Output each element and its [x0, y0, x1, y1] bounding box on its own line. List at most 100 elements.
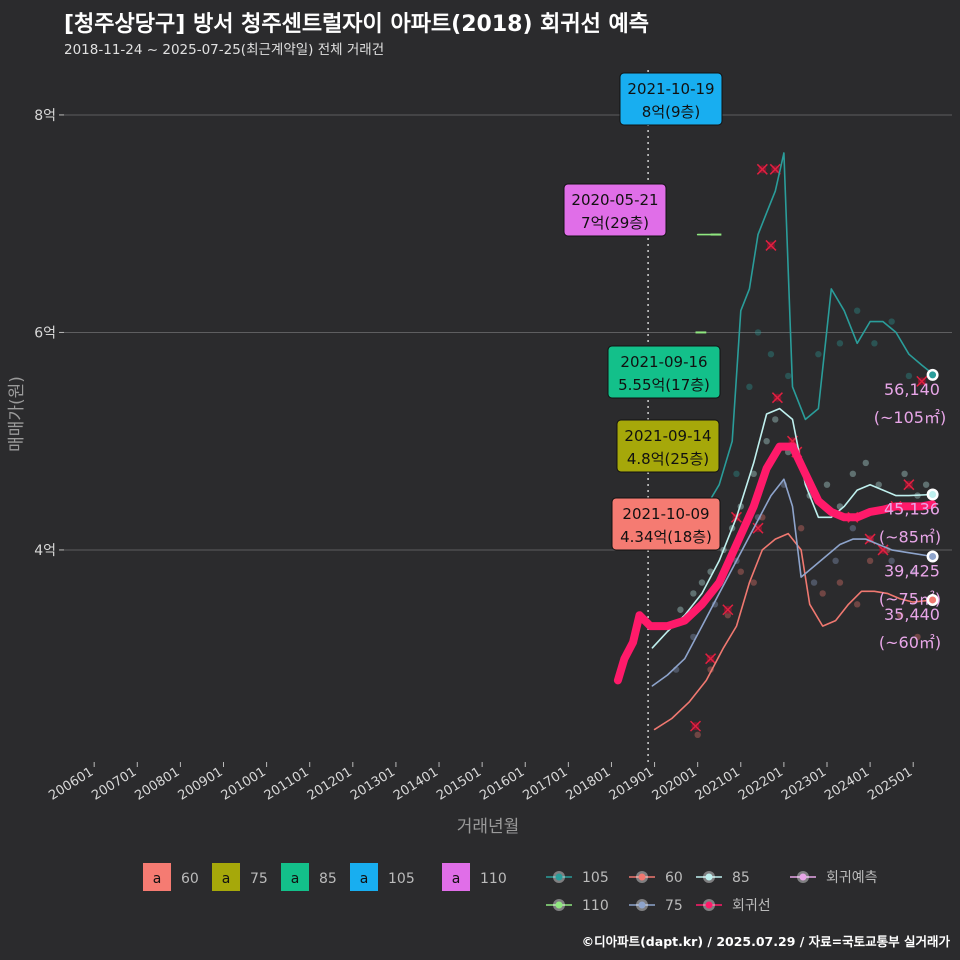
- scatter-point-105: [888, 318, 895, 325]
- scatter-point-105: [746, 383, 753, 391]
- legend-swatch: [143, 863, 171, 891]
- scatter-point-105: [767, 350, 775, 358]
- scatter-point-105: [836, 340, 844, 347]
- cancelled-mark: [771, 392, 783, 404]
- cancelled-cross: [722, 604, 734, 616]
- scatter-point-60: [897, 611, 904, 619]
- cancelled-cross: [705, 653, 717, 665]
- legend-marker: [638, 901, 646, 909]
- cancelled-mark: [756, 163, 768, 175]
- scatter-point-75: [810, 579, 818, 586]
- x-tick-label: 202301: [779, 765, 829, 804]
- annotation-price: 4.34억(18층): [620, 528, 712, 546]
- cancelled-cross: [877, 544, 889, 556]
- legend-label: 105: [388, 871, 415, 887]
- x-tick-label: 200701: [89, 765, 139, 804]
- legend-swatch: [442, 863, 470, 891]
- annotation-box: [563, 183, 667, 237]
- chart-subtitle: 2018-11-24 ~ 2025-07-25(최근계약일) 전체 거래건: [64, 42, 385, 58]
- scatter-point-105: [754, 329, 762, 336]
- scatter-point-85: [750, 470, 757, 478]
- scatter-point-105: [871, 340, 878, 347]
- cancelled-mark: [916, 375, 928, 387]
- annotation-2020-05-21: 2020-05-21 7억(29층): [563, 183, 667, 237]
- legend-glyph: a: [153, 871, 162, 887]
- annotation-date: 2021-10-19: [627, 80, 714, 98]
- legend-glyph: a: [222, 871, 231, 887]
- legend-marker: [799, 873, 807, 881]
- scatter-point-60: [750, 579, 757, 586]
- series-line-105: [692, 152, 934, 519]
- annotation-2021-09-16: 2021-09-16 5.55억(17층): [607, 345, 721, 399]
- legend-label: 75: [665, 898, 683, 914]
- x-tick-label: 202201: [736, 765, 786, 804]
- x-tick-label: 202101: [693, 765, 743, 804]
- x-tick-label: 201501: [434, 765, 484, 804]
- annotation-box: [616, 419, 720, 473]
- x-tick-label: 201101: [262, 765, 312, 804]
- footer-credit: ©디아파트(dapt.kr) / 2025.07.29 / 자료=국토교통부 실…: [581, 934, 950, 949]
- legend-label: 60: [665, 870, 683, 886]
- forecast-marker-60: [929, 596, 937, 604]
- scatter-point-75: [910, 568, 917, 575]
- scatter-point-85: [849, 470, 857, 478]
- forecast-area-label: (~75㎡): [879, 589, 941, 608]
- x-tick-label: 202501: [865, 765, 915, 804]
- scatter-point-60: [866, 557, 874, 565]
- x-tick-label: 201701: [520, 765, 570, 804]
- legend-label: 110: [582, 898, 609, 914]
- cancelled-cross: [756, 163, 768, 175]
- legend-right-item-110: 110: [546, 898, 609, 914]
- scatter-point-75: [888, 557, 895, 565]
- scatter-point-85: [677, 606, 684, 613]
- cancelled-mark: [769, 163, 781, 175]
- scatter-point-105: [784, 372, 792, 380]
- legend-marker: [638, 873, 646, 881]
- annotation-date: 2021-09-16: [620, 353, 707, 371]
- annotation-2021-09-14: 2021-09-14 4.8억(25층): [616, 419, 720, 473]
- legend-glyph: a: [291, 871, 300, 887]
- scatter-point-85: [698, 579, 706, 586]
- forecast-value-label: 39,425: [884, 561, 940, 580]
- annotation-2021-10-19: 2021-10-19 8억(9층): [619, 72, 723, 126]
- y-tick-label: 6억: [34, 325, 56, 341]
- scatter-point-105: [815, 350, 822, 358]
- scatter-point-75: [832, 557, 839, 565]
- x-tick-label: 200801: [132, 765, 182, 804]
- cancelled-cross: [765, 239, 777, 251]
- cancelled-cross: [903, 479, 915, 491]
- x-tick-label: 201901: [607, 765, 657, 804]
- forecast-value-label: 35,440: [884, 605, 940, 624]
- legend-label: 85: [319, 871, 337, 887]
- forecast-area-label: (~60㎡): [879, 633, 941, 652]
- legend-marker: [705, 901, 713, 909]
- forecast-area-label: (~85㎡): [879, 527, 941, 546]
- legend-label: 60: [181, 871, 199, 887]
- cancelled-mark: [765, 239, 777, 251]
- x-tick-label: 202401: [822, 765, 872, 804]
- cancelled-cross: [771, 392, 783, 404]
- scatter-point-60: [797, 524, 805, 532]
- scatter-point-60: [836, 579, 844, 586]
- scatter-point-85: [862, 459, 869, 467]
- cancelled-mark: [705, 653, 717, 665]
- scatter-point-85: [690, 590, 697, 597]
- scatter-point-75: [849, 524, 857, 532]
- x-tick-label: 201401: [391, 765, 441, 804]
- scatter-point-105: [853, 307, 861, 314]
- legend-right-item-회귀예측: 회귀예측: [790, 870, 878, 886]
- legend-right-item-75: 75: [629, 898, 683, 914]
- legend-swatch: [350, 863, 378, 891]
- x-tick-label: 202001: [650, 765, 700, 804]
- x-tick-label: 200601: [46, 765, 96, 804]
- legend-label: 110: [480, 871, 507, 887]
- annotation-date: 2020-05-21: [571, 191, 658, 209]
- scatter-point-105: [905, 372, 913, 380]
- annotation-box: [611, 497, 721, 551]
- legend-swatch: [212, 863, 240, 891]
- scatter-point-85: [763, 437, 770, 445]
- scatter-point-85: [772, 416, 779, 423]
- annotation-box: [607, 345, 721, 399]
- legend-right-item-60: 60: [629, 870, 683, 886]
